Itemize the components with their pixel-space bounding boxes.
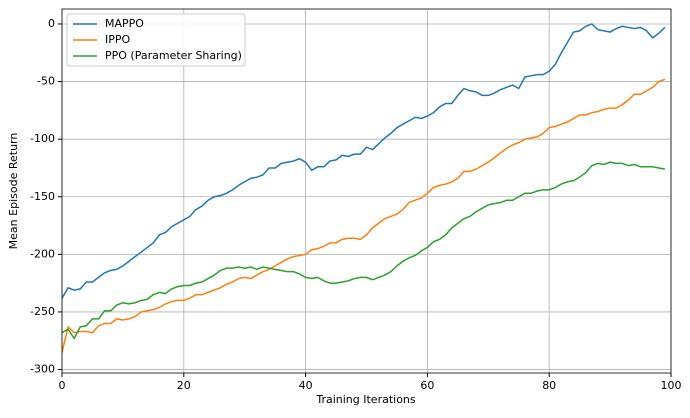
y-tick-label: -150	[30, 190, 55, 203]
x-tick-label: 0	[59, 379, 66, 392]
legend-label: MAPPO	[105, 17, 144, 30]
series-line	[61, 23, 666, 299]
y-tick-label: -250	[30, 305, 55, 318]
plot-frame	[61, 8, 672, 374]
x-axis-label: Training Iterations	[315, 393, 416, 406]
series-line	[61, 78, 666, 353]
y-axis-label: Mean Episode Return	[7, 133, 20, 250]
series-line	[61, 161, 666, 340]
y-tick-label: -300	[30, 363, 55, 376]
x-tick-label: 100	[661, 379, 682, 392]
x-tick-label: 20	[177, 379, 191, 392]
legend-label: PPO (Parameter Sharing)	[105, 49, 242, 62]
x-tick-label: 60	[420, 379, 434, 392]
legend-label: IPPO	[105, 33, 131, 46]
legend-box	[66, 13, 246, 67]
y-tick-label: -100	[30, 132, 55, 145]
x-tick-label: 80	[542, 379, 556, 392]
y-tick-label: 0	[48, 17, 55, 30]
y-tick-label: -50	[37, 75, 55, 88]
x-tick-label: 40	[299, 379, 313, 392]
y-tick-label: -200	[30, 247, 55, 260]
